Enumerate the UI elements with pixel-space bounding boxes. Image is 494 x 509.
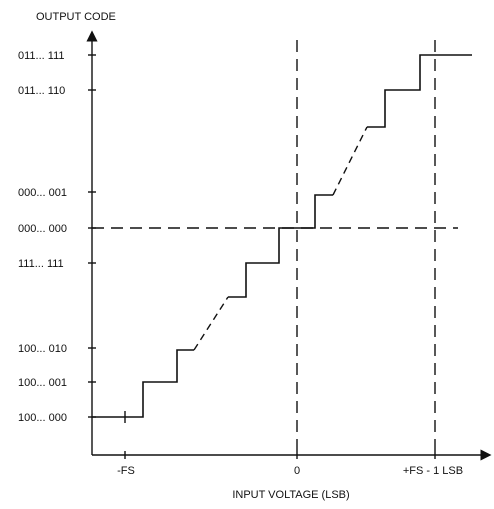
y-tick-label: 100... 001	[18, 377, 67, 389]
transfer-step-lower	[92, 349, 194, 418]
x-tick-marks	[124, 451, 436, 459]
transfer-step-middle-low	[228, 194, 333, 298]
x-tick-label: -FS	[117, 465, 135, 477]
y-tick-label: 000... 000	[18, 223, 67, 235]
y-tick-label: 011... 110	[18, 85, 65, 97]
y-tick-label: 100... 000	[18, 412, 67, 424]
transfer-ramp-upper	[332, 126, 368, 196]
y-axis-title: OUTPUT CODE	[36, 11, 116, 23]
transfer-ramp-lower	[193, 296, 229, 351]
x-tick-label: 0	[294, 465, 300, 477]
x-tick-label: +FS - 1 LSB	[403, 465, 463, 477]
transfer-step-upper	[367, 54, 472, 128]
y-tick-label: 111... 111	[18, 258, 64, 270]
y-tick-label: 000... 001	[18, 187, 67, 199]
y-tick-label: 011... 111	[18, 50, 64, 62]
x-axis-title: INPUT VOLTAGE (LSB)	[232, 489, 349, 501]
y-tick-label: 100... 010	[18, 343, 67, 355]
